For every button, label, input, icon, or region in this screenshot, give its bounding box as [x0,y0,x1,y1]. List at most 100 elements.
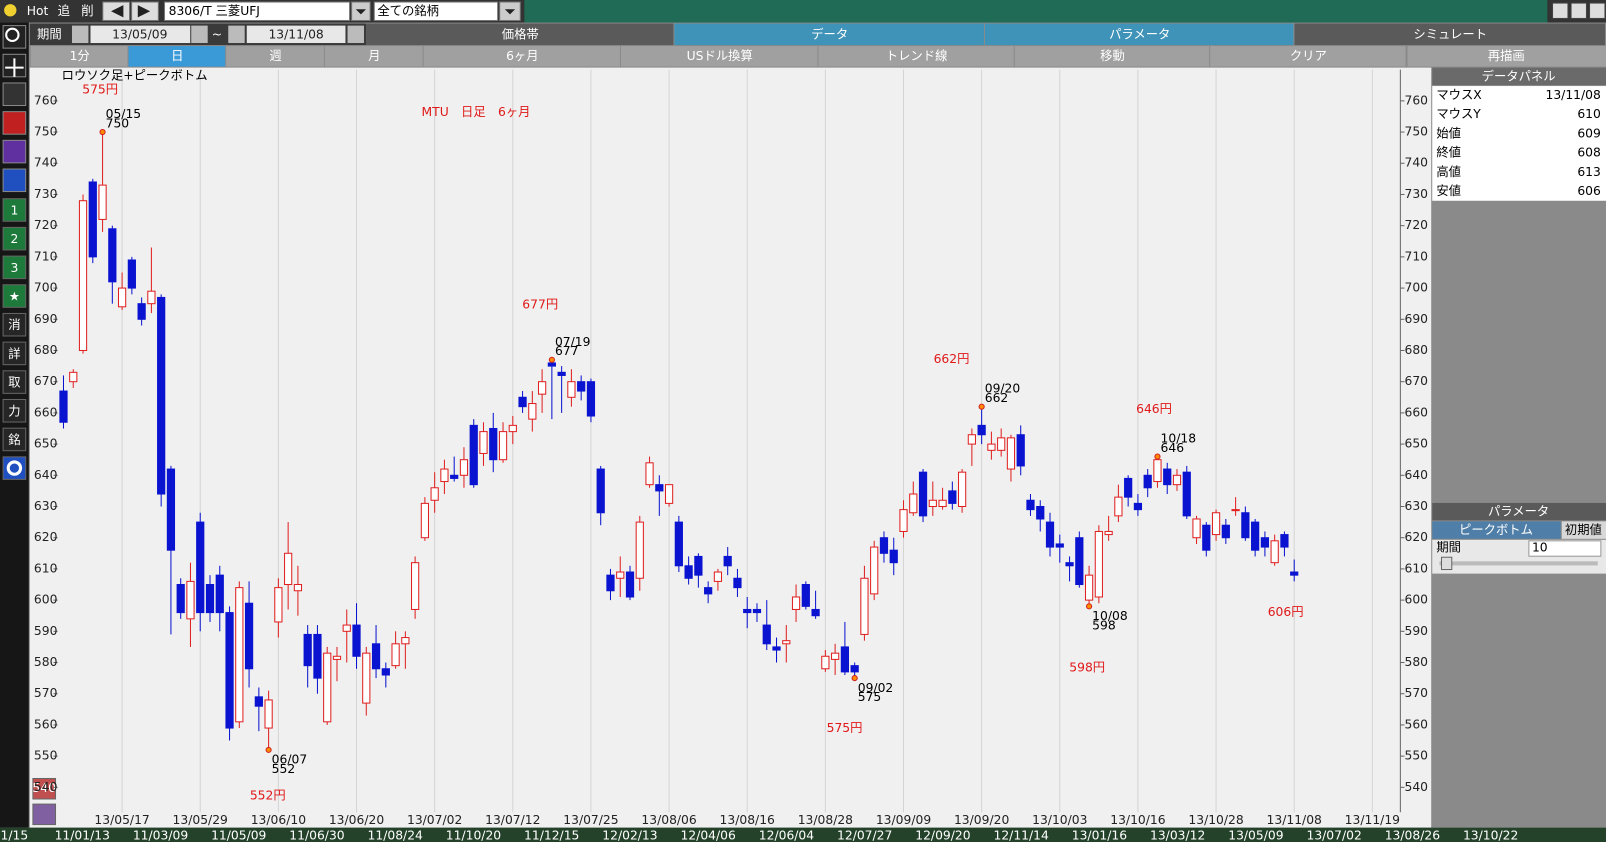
filter-box[interactable] [373,1,499,21]
sidebar-button[interactable] [2,427,27,452]
window-button[interactable] [1589,2,1606,19]
peak-marker [548,356,555,363]
candle-body [791,596,801,610]
overview-label: 12/02/13 [602,828,657,842]
date-arrow[interactable] [71,25,89,44]
candle-body [127,259,136,289]
param-period-input[interactable] [1528,540,1602,557]
candle-body [948,490,957,504]
x-tick-label: 13/10/16 [1110,813,1166,827]
candle-body [411,562,420,610]
sidebar-bottom-label: 540 [32,781,56,795]
span-button[interactable] [128,46,226,67]
dropdown-arrow [504,9,516,15]
date-arrow[interactable] [191,25,208,44]
span-button[interactable] [30,46,128,67]
menu-label: パラメータ [1109,27,1170,41]
date-arrow[interactable] [228,25,245,44]
chart-title: MTU 日足 6ヶ月 [422,105,531,119]
candle-body [957,471,967,508]
sidebar-button[interactable] [2,255,27,280]
from-date-box[interactable] [90,25,191,44]
redraw-button[interactable] [1407,46,1606,67]
sidebar-button[interactable] [2,198,27,222]
price-annotation: 646円 [1136,402,1172,416]
overview-label: 11/05/09 [211,828,266,842]
menu-button[interactable] [984,23,1294,46]
y-tick-label: 610 [1404,561,1428,575]
redraw-label: 再描画 [1488,49,1525,63]
candle-body [606,574,615,592]
menu-button[interactable] [674,23,984,46]
sidebar-button[interactable] [2,226,27,251]
mini-chart-button[interactable] [32,803,57,826]
candle-body [117,287,127,308]
sidebar-button[interactable] [2,398,27,423]
candle-body [176,583,185,614]
symbol-box[interactable] [163,1,351,21]
span-button[interactable] [621,46,818,67]
candle-body [655,484,664,492]
y-tick-label: 540 [1404,780,1428,794]
span-button[interactable] [1210,46,1406,67]
candle-body [1270,540,1279,564]
candle-body [723,555,732,567]
sidebar-icon[interactable] [2,25,27,49]
candle-body [479,431,488,454]
sidebar-label: 1 [10,204,18,218]
span-button[interactable] [226,46,324,67]
peak-marker [265,746,272,753]
data-row-label: 安値 [1436,183,1461,198]
y-tick-label: 740 [34,156,58,170]
price-annotation: 662円 [934,352,970,366]
sidebar-icon[interactable] [2,82,27,107]
x-tick-label: 13/06/20 [329,813,384,827]
param-slider-thumb[interactable] [1440,556,1453,571]
param-tab[interactable] [1432,521,1561,539]
span-button[interactable] [1014,46,1210,67]
sidebar-button[interactable] [2,284,27,308]
y-tick-label: 650 [34,437,58,451]
y-tick-label: 710 [34,249,58,263]
param-slider-track[interactable] [1439,561,1598,566]
param-period-value: 10 [1532,541,1548,555]
sidebar-bottom-button[interactable] [32,777,57,800]
span-button[interactable] [423,46,620,67]
candle-body [967,434,976,445]
overview-label: 12/06/04 [759,828,815,842]
span-button[interactable] [324,46,423,67]
candle-body [928,499,937,508]
sidebar-button[interactable] [2,370,27,394]
sidebar-button[interactable] [2,341,27,366]
data-panel-body [1432,86,1606,201]
bulb-icon [4,4,17,17]
menu-button[interactable] [1294,23,1605,46]
sidebar-label: 詳 [8,346,20,361]
gear-icon [6,460,23,476]
candle-body [244,602,254,670]
settings-button[interactable] [2,456,27,480]
date-arrow[interactable] [347,25,364,44]
sidebar-icon[interactable] [2,168,27,193]
sidebar-icon[interactable] [2,139,27,164]
peak-value: 598 [1092,618,1116,632]
span-button[interactable] [818,46,1014,67]
to-date-box[interactable] [246,25,346,44]
data-row-value: 608 [1577,146,1601,160]
window-button[interactable] [1570,2,1587,19]
overview-label: 11/12/15 [524,828,579,842]
param-tab[interactable] [1561,521,1606,539]
menu-button[interactable] [366,23,674,46]
peak-date: 05/15 [106,107,142,121]
overview-label: 12/07/27 [837,828,892,842]
y-tick-label: 670 [1404,374,1428,388]
peak-date: 09/20 [985,382,1021,396]
overview-label: 12/04/06 [681,828,737,842]
candle-body [586,381,596,417]
candle-body [850,665,859,673]
candle-body [264,699,273,729]
window-button[interactable] [1552,2,1569,19]
sidebar-button[interactable] [2,312,27,337]
sidebar-icon[interactable] [2,111,27,135]
